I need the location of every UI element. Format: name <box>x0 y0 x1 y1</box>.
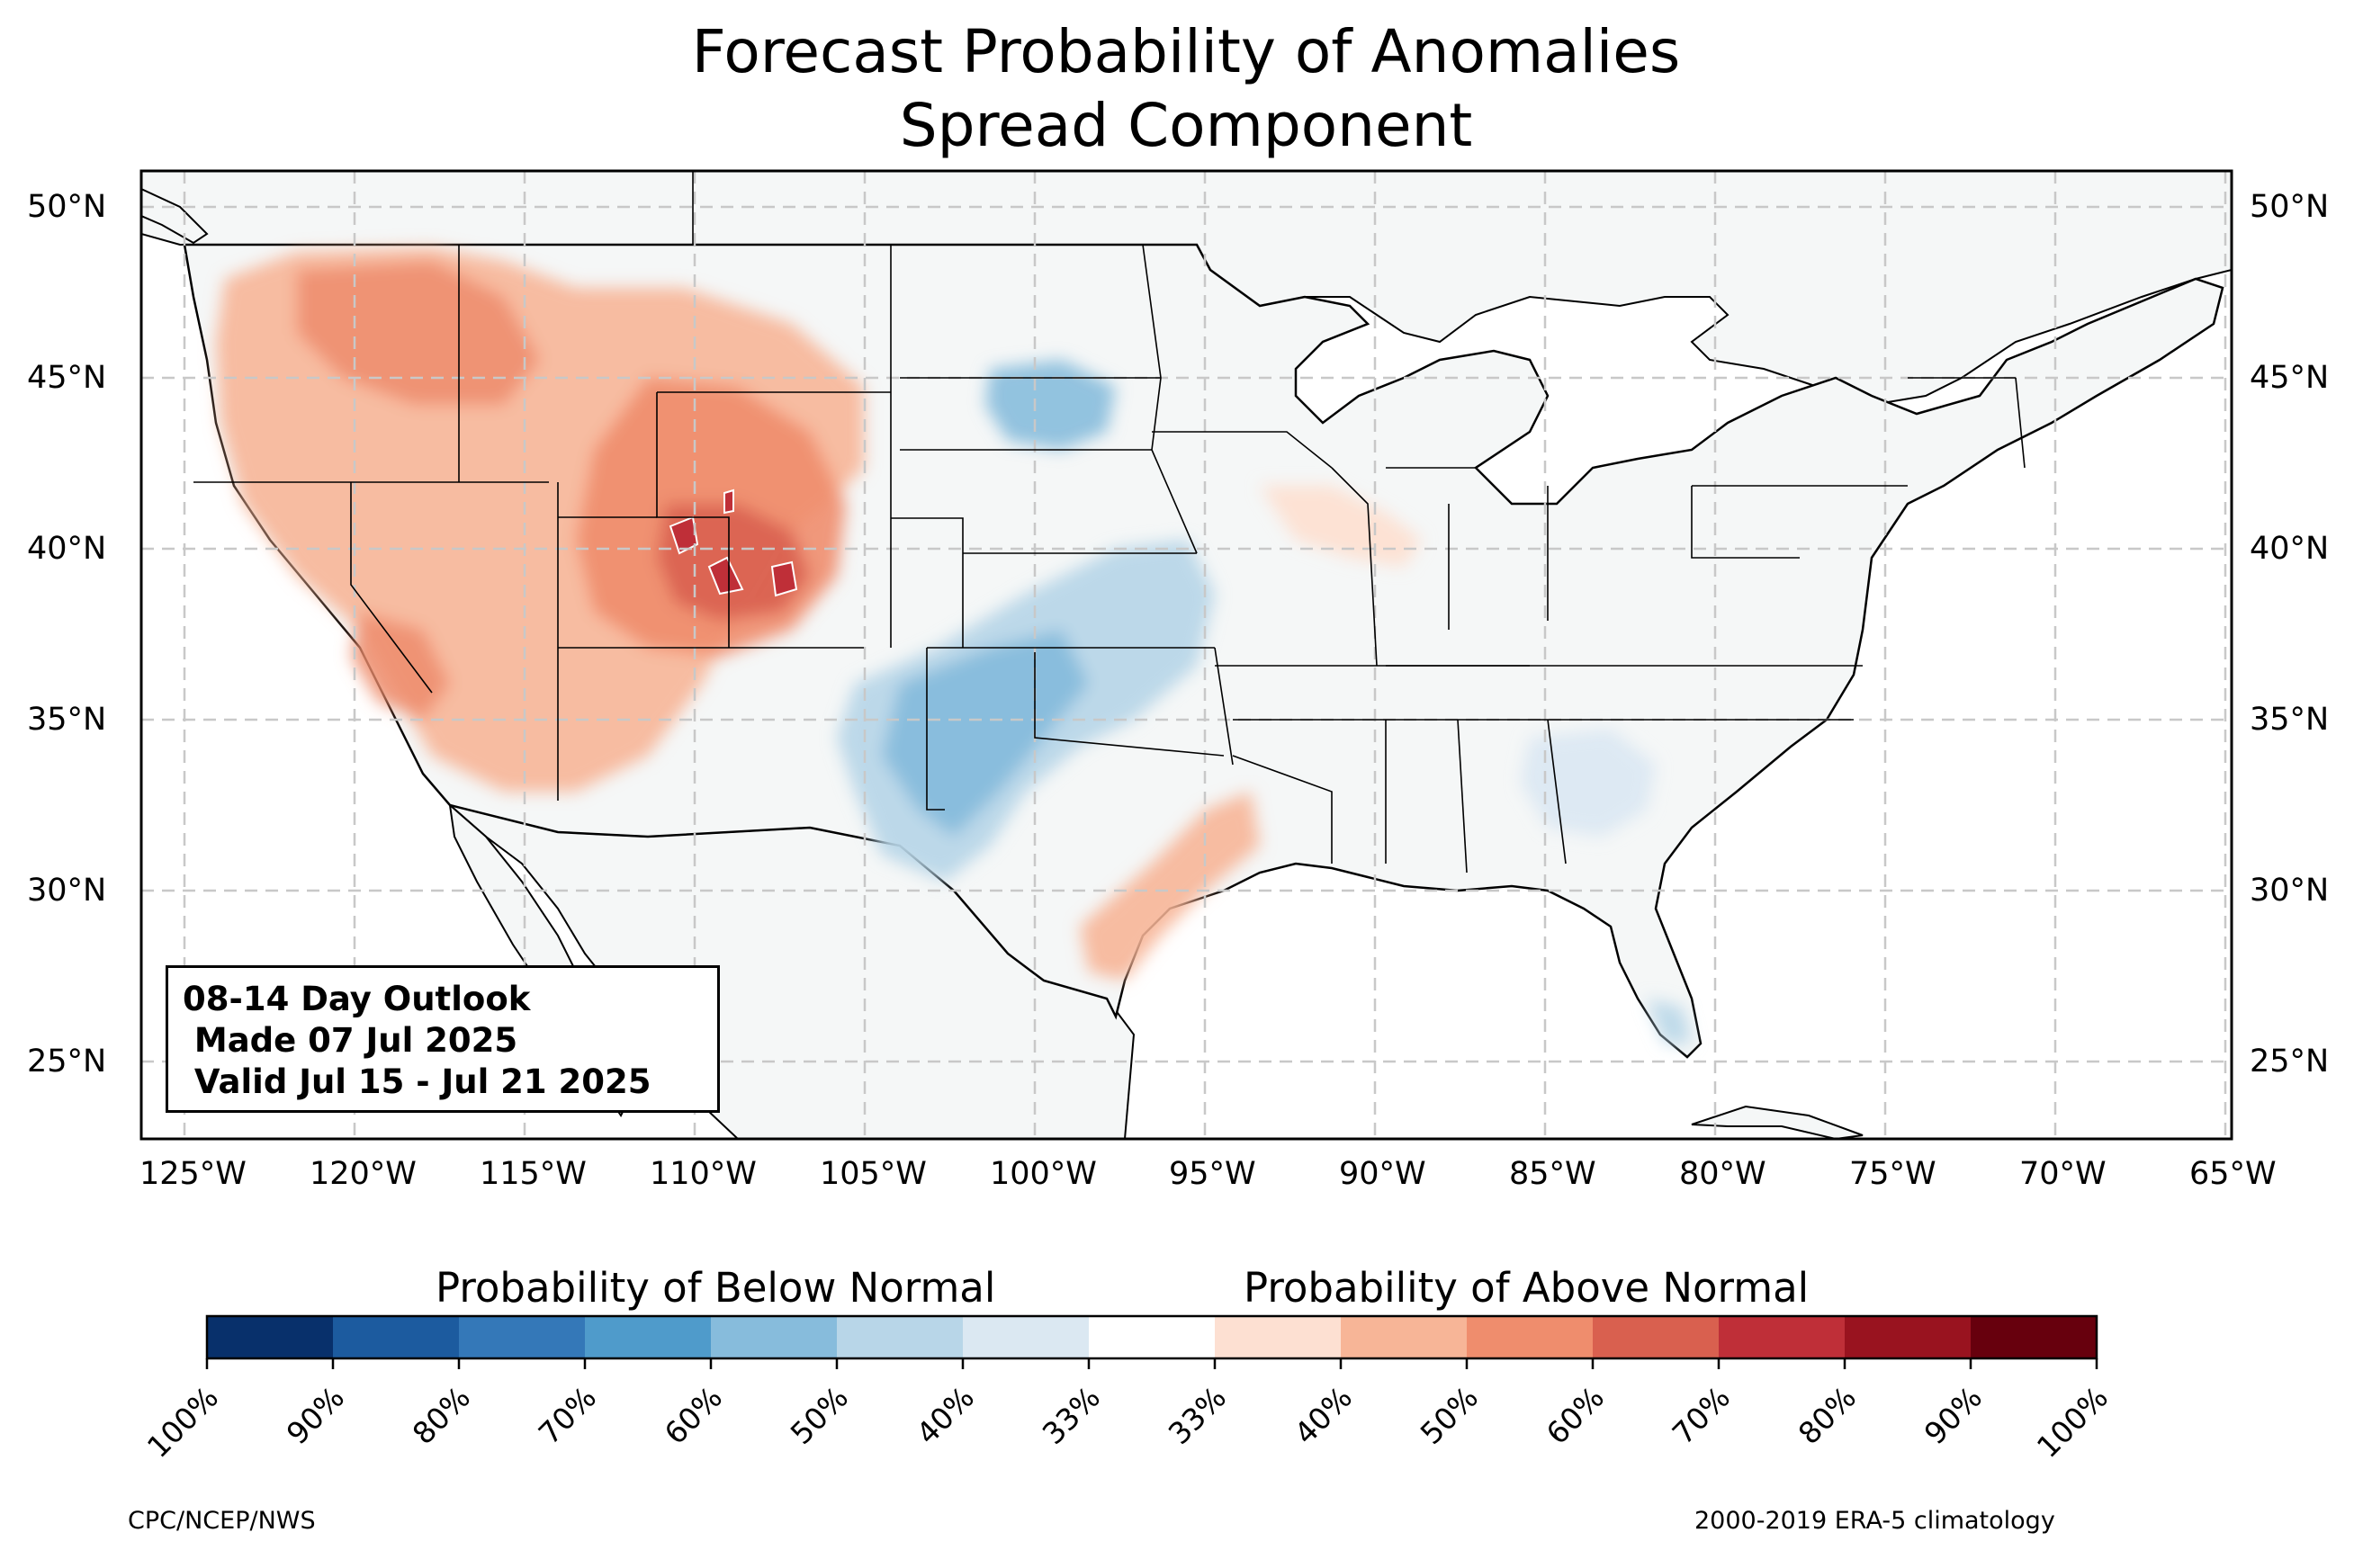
lat-label-left-25: 25°N <box>27 1044 107 1080</box>
graticule <box>141 171 2232 1139</box>
valid-dates: Valid Jul 15 - Jul 21 2025 <box>183 1062 651 1101</box>
lat-label-right-40: 40°N <box>2250 531 2330 567</box>
lon-label-70: 70°W <box>2019 1156 2107 1192</box>
lon-label-75: 75°W <box>1849 1156 1936 1192</box>
colorbar-swatch <box>1467 1316 1594 1358</box>
colorbar-swatch <box>1719 1316 1846 1358</box>
lat-label-left-35: 35°N <box>27 702 107 738</box>
colorbar-swatch <box>1593 1316 1720 1358</box>
lat-label-left-30: 30°N <box>27 873 107 909</box>
lon-label-115: 115°W <box>480 1156 587 1192</box>
lat-label-left-50: 50°N <box>27 189 107 225</box>
colorbar-swatch <box>711 1316 838 1358</box>
colorbar-swatch <box>1215 1316 1342 1358</box>
core-1 <box>669 515 699 555</box>
chart-title-line1: Forecast Probability of Anomalies <box>691 17 1681 86</box>
region-texas-coast-above <box>1080 792 1260 981</box>
colorbar-swatch <box>207 1316 334 1358</box>
lat-label-left-45: 45°N <box>27 360 107 396</box>
cuba-land <box>1691 1105 1864 1139</box>
core-4 <box>723 488 734 515</box>
region-oklahoma-below <box>882 630 1089 837</box>
map-frame <box>139 169 2233 1141</box>
lat-label-right-50: 50°N <box>2250 189 2330 225</box>
colorbar-swatch <box>1089 1316 1216 1358</box>
lat-label-right-25: 25°N <box>2250 1044 2330 1080</box>
colorbar-swatch <box>459 1316 586 1358</box>
colorbar-swatch <box>837 1316 964 1358</box>
colorbar <box>205 1314 2098 1369</box>
region-south-dakota-below <box>985 360 1116 450</box>
lat-label-right-45: 45°N <box>2250 360 2330 396</box>
lon-label-100: 100°W <box>990 1156 1097 1192</box>
lon-label-85: 85°W <box>1509 1156 1596 1192</box>
colorbar-swatch <box>1341 1316 1468 1358</box>
lon-label-105: 105°W <box>820 1156 927 1192</box>
vancouver-island <box>141 187 209 245</box>
lon-label-110: 110°W <box>650 1156 757 1192</box>
footer-credit: CPC/NCEP/NWS <box>128 1507 316 1535</box>
lon-label-125: 125°W <box>139 1156 247 1192</box>
core-3 <box>770 560 798 597</box>
made-date: Made 07 Jul 2025 <box>183 1021 518 1060</box>
lat-label-left-40: 40°N <box>27 531 107 567</box>
region-illinois-above <box>1260 486 1422 567</box>
lon-label-90: 90°W <box>1339 1156 1426 1192</box>
region-idaho-above <box>297 261 540 405</box>
footer-climatology: 2000-2019 ERA-5 climatology <box>1694 1507 2055 1535</box>
above-normal-label: Probability of Above Normal <box>1244 1264 1810 1312</box>
colorbar-swatch <box>333 1316 460 1358</box>
chart-title-line2: Spread Component <box>899 91 1473 160</box>
colorbar-swatch <box>1845 1316 1972 1358</box>
outlook-period: 08-14 Day Outlook <box>183 980 531 1018</box>
lon-label-80: 80°W <box>1679 1156 1766 1192</box>
lat-label-right-30: 30°N <box>2250 873 2330 909</box>
colorbar-outline <box>205 1314 2098 1360</box>
lon-label-95: 95°W <box>1169 1156 1256 1192</box>
colorbar-swatch <box>1971 1316 2098 1358</box>
outlook-info-box: 08-14 Day Outlook Made 07 Jul 2025 Valid… <box>166 965 720 1113</box>
state-boundaries <box>193 171 2026 874</box>
colorbar-swatch <box>963 1316 1090 1358</box>
core-2 <box>707 556 744 596</box>
colorbar-swatch <box>585 1316 712 1358</box>
anomaly-shading <box>216 247 1692 1044</box>
lon-label-65: 65°W <box>2189 1156 2277 1192</box>
lon-label-120: 120°W <box>310 1156 417 1192</box>
region-nevada-above <box>351 612 450 720</box>
below-normal-label: Probability of Below Normal <box>436 1264 996 1312</box>
above-70-cores <box>669 488 798 597</box>
region-southeast-below <box>1521 729 1656 837</box>
lat-label-right-35: 35°N <box>2250 702 2330 738</box>
region-florida-below <box>1647 999 1692 1044</box>
